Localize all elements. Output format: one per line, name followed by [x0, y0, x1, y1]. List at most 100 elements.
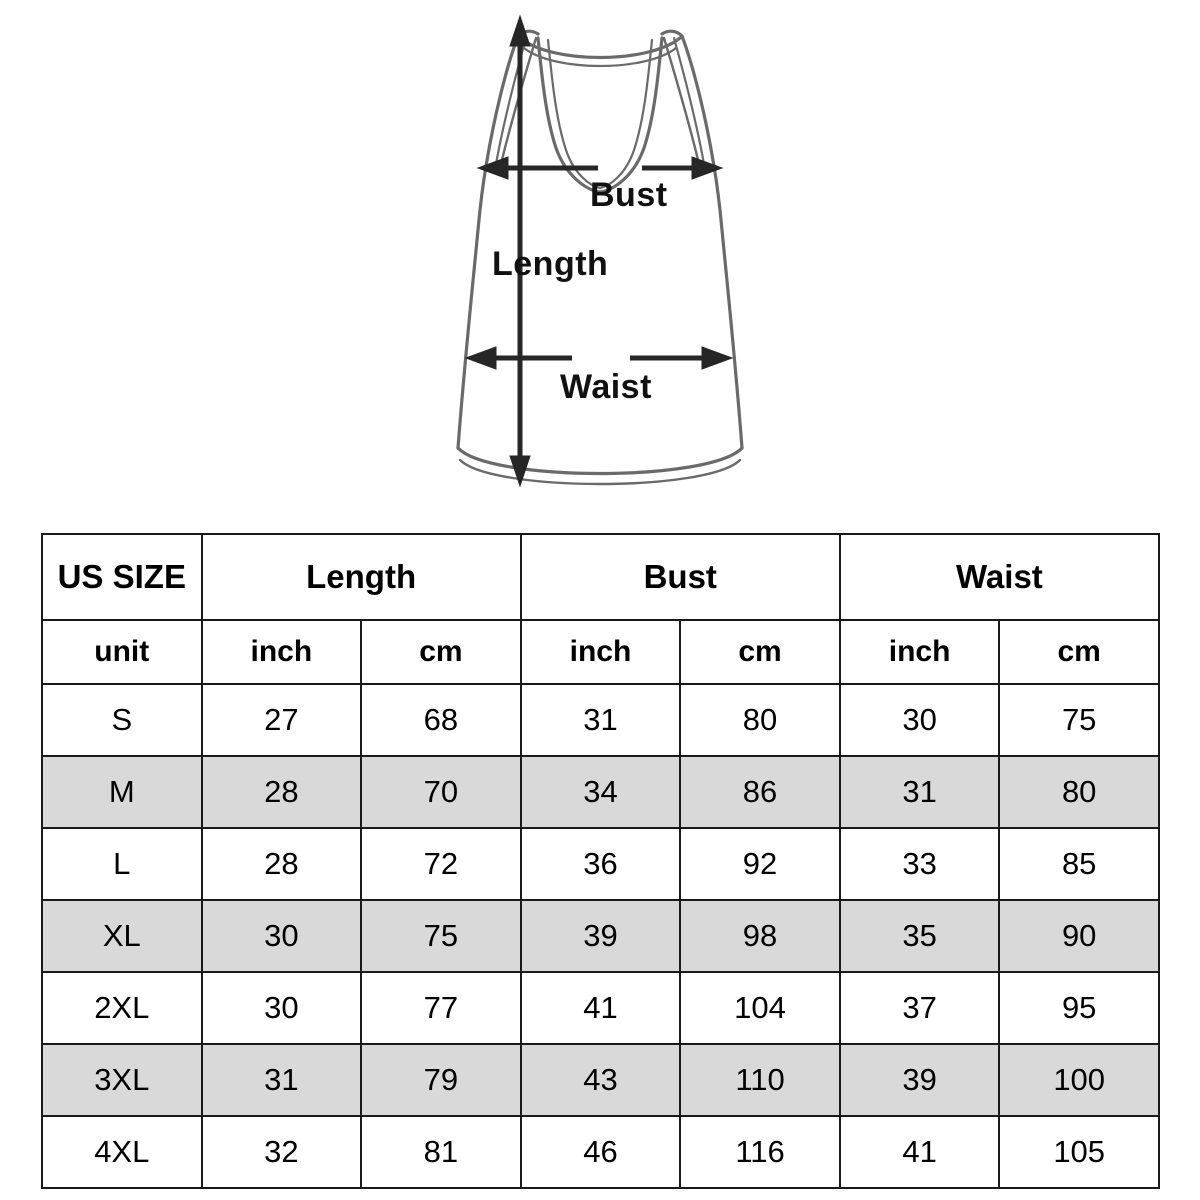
unit-header-cell-0: unit [41, 619, 203, 685]
table-row: S 27 68 31 80 30 75 [41, 683, 1160, 757]
unit-header-cell-2: cm [360, 619, 522, 685]
table-unit-header-row: unit inch cm inch cm inch cm [41, 619, 1160, 685]
measurement-cell: 80 [679, 683, 841, 757]
measurement-arrows [464, 14, 734, 488]
column-group-header-bust: Bust [519, 533, 841, 621]
measurement-cell: 31 [200, 1043, 363, 1117]
size-label-cell: XL [41, 899, 203, 973]
unit-header-cell-3: inch [519, 619, 682, 685]
tank-top-diagram [456, 14, 744, 488]
size-chart-table-container: US SIZE Length Bust Waist unit inch cm inch cm i… [41, 533, 1161, 1189]
garment-strap-right-inner [598, 36, 664, 194]
garment-outline-group [456, 29, 744, 486]
table-row: L 28 72 36 92 33 85 [41, 827, 1160, 901]
measurement-cell: 39 [838, 1043, 1001, 1117]
size-chart-table-body: US SIZE Length Bust Waist unit inch cm inch cm i… [41, 533, 1161, 1189]
measurement-cell: 33 [838, 827, 1001, 901]
measurement-cell: 30 [838, 683, 1001, 757]
table-row: 3XL 31 79 43 110 39 100 [41, 1043, 1160, 1117]
measurement-cell: 27 [200, 683, 363, 757]
garment-hem-outer [456, 446, 744, 476]
garment-hem-inner [458, 458, 742, 486]
garment-right-seam [680, 34, 744, 450]
unit-header-cell-6: cm [998, 619, 1160, 685]
measurement-cell: 92 [679, 827, 841, 901]
measurement-cell: 43 [519, 1043, 682, 1117]
size-label-cell: 4XL [41, 1115, 203, 1189]
garment-illustration: Bust Length Waist [0, 0, 1200, 525]
table-row: 4XL 32 81 46 116 41 105 [41, 1115, 1160, 1189]
bust-arrow-head-right [691, 156, 724, 180]
garment-strap-right-inner2 [598, 38, 654, 190]
unit-header-cell-5: inch [838, 619, 1001, 685]
waist-arrow-head-right [701, 346, 734, 370]
measurement-cell: 41 [519, 971, 682, 1045]
garment-left-seam [456, 34, 520, 450]
table-row: 2XL 30 77 41 104 37 95 [41, 971, 1160, 1045]
measurement-cell: 30 [200, 971, 363, 1045]
measurement-cell: 79 [360, 1043, 522, 1117]
measurement-cell: 116 [679, 1115, 841, 1189]
length-measurement-label: Length [492, 245, 609, 283]
garment-armhole-right [662, 36, 702, 170]
measurement-cell: 31 [519, 683, 682, 757]
length-arrow-head-bottom [509, 455, 531, 488]
garment-strap-left-outer [494, 36, 528, 166]
measurement-cell: 100 [998, 1043, 1160, 1117]
measurement-cell: 30 [200, 899, 363, 973]
measurement-cell: 28 [200, 755, 363, 829]
garment-strap-right-outer [672, 36, 706, 166]
garment-armhole-left [498, 36, 538, 170]
measurement-cell: 34 [519, 755, 682, 829]
garment-shoulder-right [660, 29, 684, 38]
measurement-cell: 70 [360, 755, 522, 829]
size-label-cell: M [41, 755, 203, 829]
waist-arrow-head-left [464, 346, 497, 370]
measurement-cell: 95 [998, 971, 1160, 1045]
measurement-cell: 32 [200, 1115, 363, 1189]
column-group-header-waist: Waist [838, 533, 1161, 621]
measurement-cell: 35 [838, 899, 1001, 973]
measurement-cell: 28 [200, 827, 363, 901]
size-label-cell: 3XL [41, 1043, 203, 1117]
table-row: M 28 70 34 86 31 80 [41, 755, 1160, 829]
measurement-cell: 85 [998, 827, 1160, 901]
size-label-cell: S [41, 683, 203, 757]
garment-neckline-inner [522, 46, 678, 67]
measurement-cell: 104 [679, 971, 841, 1045]
garment-strap-left-inner [536, 36, 602, 194]
measurement-cell: 75 [360, 899, 522, 973]
column-group-header-length: Length [200, 533, 522, 621]
size-label-cell: 2XL [41, 971, 203, 1045]
garment-neckline [518, 36, 682, 60]
unit-header-cell-4: cm [679, 619, 841, 685]
bust-arrow-head-left [476, 156, 509, 180]
measurement-cell: 90 [998, 899, 1160, 973]
measurement-cell: 37 [838, 971, 1001, 1045]
measurement-cell: 36 [519, 827, 682, 901]
size-label-cell: L [41, 827, 203, 901]
size-chart-table: US SIZE Length Bust Waist unit inch cm inch cm i… [41, 533, 1161, 1189]
measurement-cell: 72 [360, 827, 522, 901]
measurement-cell: 81 [360, 1115, 522, 1189]
measurement-cell: 41 [838, 1115, 1001, 1189]
measurement-cell: 68 [360, 683, 522, 757]
measurement-cell: 77 [360, 971, 522, 1045]
measurement-cell: 98 [679, 899, 841, 973]
unit-header-cell-1: inch [200, 619, 363, 685]
measurement-cell: 31 [838, 755, 1001, 829]
garment-strap-left-inner2 [546, 38, 602, 190]
table-row: XL 30 75 39 98 35 90 [41, 899, 1160, 973]
table-group-header-row: US SIZE Length Bust Waist [41, 533, 1161, 621]
measurement-cell: 80 [998, 755, 1160, 829]
bust-measurement-label: Bust [590, 176, 668, 214]
measurement-cell: 46 [519, 1115, 682, 1189]
measurement-cell: 75 [998, 683, 1160, 757]
length-arrow-head-top [509, 14, 531, 47]
column-group-header-us-size: US SIZE [41, 533, 203, 621]
measurement-cell: 110 [679, 1043, 841, 1117]
measurement-cell: 86 [679, 755, 841, 829]
waist-measurement-label: Waist [560, 368, 652, 406]
measurement-cell: 105 [998, 1115, 1160, 1189]
measurement-cell: 39 [519, 899, 682, 973]
